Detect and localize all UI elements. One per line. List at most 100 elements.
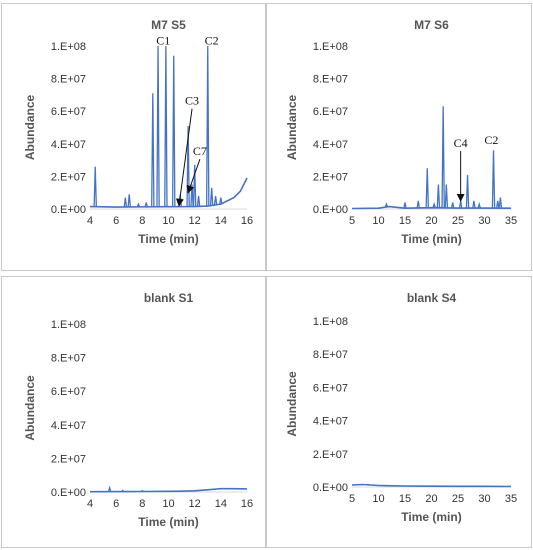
series-baseline — [89, 177, 248, 208]
y-tick-label: 8.E+07 — [313, 74, 348, 86]
chart-blank-s1: blank S1 Abundance Time (min) 0.E+00 2.E+07 4… — [23, 291, 253, 529]
x-tick-label: 35 — [505, 215, 517, 227]
y-axis-label: Abundance — [285, 95, 299, 161]
chromatogram-peak — [186, 125, 190, 207]
chromatogram-peak — [213, 195, 218, 205]
chart-title: M7 S6 — [414, 18, 449, 32]
x-tick-label: 16 — [241, 215, 253, 227]
x-tick-label: 25 — [452, 493, 464, 505]
series-baseline — [351, 205, 512, 210]
chromatogram-peak — [384, 202, 389, 208]
x-tick-label: 14 — [215, 215, 227, 227]
y-tick-label: 6.E+07 — [313, 106, 348, 118]
x-tick-label: 8 — [139, 215, 145, 227]
chromatogram-peak — [206, 45, 210, 207]
chromatogram-peak — [123, 197, 128, 208]
y-tick-label: 4.E+07 — [51, 420, 86, 432]
y-tick-label: 6.E+07 — [51, 106, 86, 118]
chromatogram-peak — [444, 184, 449, 208]
chromatogram-peak — [164, 45, 168, 207]
y-tick-label: 0.E+00 — [51, 487, 86, 499]
x-tick-label: 10 — [372, 493, 384, 505]
x-tick-label: 5 — [349, 215, 355, 227]
chromatogram-peak — [140, 489, 144, 493]
chromatogram-peak — [219, 197, 223, 205]
y-tick-label: 2.E+07 — [51, 453, 86, 465]
y-axis-label: Abundance — [23, 95, 37, 161]
chromatogram-peak — [127, 194, 131, 208]
chart-m7-s5: M7 S5 Abundance Time (min) 0.E+00 2.E+07 4.E+… — [23, 18, 253, 246]
x-tick-label: 5 — [349, 493, 355, 505]
peak-annotation: C3 — [185, 94, 199, 108]
chromatogram-peak — [491, 150, 496, 209]
chromatogram-peak — [151, 93, 155, 207]
peak-annotation: C7 — [193, 144, 207, 158]
chromatogram-peak — [472, 200, 476, 209]
chromatogram-peak — [477, 201, 481, 209]
chromatogram-peak — [144, 202, 148, 208]
x-tick-label: 20 — [425, 493, 437, 505]
chromatogram-peak — [93, 166, 97, 207]
chromatogram-peak — [458, 200, 463, 209]
x-tick-label: 6 — [113, 215, 119, 227]
chart-panel-m7-s6: M7 S6 Abundance Time (min) 0.E+00 2.E+07 4.E+… — [266, 3, 532, 271]
y-tick-label: 0.E+00 — [313, 482, 348, 494]
chromatogram-peak — [136, 202, 141, 208]
x-tick-label: 20 — [425, 215, 437, 227]
chart-m7-s6: M7 S6 Abundance Time (min) 0.E+00 2.E+07 4.E+… — [285, 18, 517, 246]
x-tick-label: 12 — [189, 498, 201, 510]
peak-annotation: C1 — [156, 33, 170, 47]
y-tick-label: 8.E+07 — [313, 349, 348, 361]
x-tick-label: 30 — [478, 493, 490, 505]
x-tick-label: 8 — [139, 498, 145, 510]
peak-annotation: C2 — [205, 33, 219, 47]
chromatogram-peak — [107, 485, 112, 492]
x-tick-label: 16 — [241, 498, 253, 510]
x-axis-label: Time (min) — [138, 232, 198, 246]
annotation-arrow — [186, 159, 201, 194]
x-tick-label: 15 — [399, 493, 411, 505]
chromatogram-peak — [171, 55, 176, 207]
y-tick-label: 8.E+07 — [51, 74, 86, 86]
chromatogram-peak — [121, 489, 125, 492]
x-tick-label: 30 — [478, 215, 490, 227]
y-tick-label: 2.E+07 — [313, 171, 348, 183]
chromatogram-peak — [190, 184, 194, 207]
chart-panel-m7-s5: M7 S5 Abundance Time (min) 0.E+00 2.E+07 4.E+… — [1, 3, 266, 271]
chart-title: blank S4 — [407, 291, 457, 305]
x-tick-label: 10 — [162, 215, 174, 227]
y-axis-label: Abundance — [23, 375, 37, 441]
y-axis-label: Abundance — [285, 371, 299, 437]
x-tick-label: 6 — [113, 498, 119, 510]
chart-panel-blank-s1: blank S1 Abundance Time (min) 0.E+00 2.E+07 4… — [1, 276, 266, 548]
chromatogram-peak — [432, 201, 436, 208]
y-tick-label: 2.E+07 — [313, 449, 348, 461]
series-baseline — [89, 487, 248, 493]
x-tick-label: 4 — [87, 215, 93, 227]
chromatogram-peak — [441, 106, 445, 208]
x-tick-label: 10 — [162, 498, 174, 510]
y-tick-label: 1.E+08 — [313, 41, 348, 53]
y-tick-label: 8.E+07 — [51, 353, 86, 365]
chromatogram-peak — [416, 200, 420, 209]
chromatogram-peak — [196, 195, 201, 207]
series-baseline — [351, 483, 512, 488]
chromatogram-peak — [450, 202, 455, 209]
chromatogram-peak — [403, 202, 407, 209]
x-tick-label: 25 — [452, 215, 464, 227]
y-tick-label: 4.E+07 — [313, 139, 348, 151]
y-tick-label: 6.E+07 — [313, 382, 348, 394]
x-axis-label: Time (min) — [138, 515, 198, 529]
peak-annotation: C2 — [484, 133, 498, 147]
peak-annotation: C4 — [454, 136, 468, 150]
y-tick-label: 6.E+07 — [51, 386, 86, 398]
chart-blank-s4: blank S4 Abundance Time (min) 0.E+00 2.E+07 4… — [285, 291, 517, 524]
y-tick-label: 0.E+00 — [51, 204, 86, 216]
chromatogram-peak — [436, 184, 441, 208]
chart-title: M7 S5 — [151, 18, 186, 32]
chromatogram-peak — [498, 197, 503, 209]
x-tick-label: 10 — [372, 215, 384, 227]
chart-panel-blank-s4: blank S4 Abundance Time (min) 0.E+00 2.E+07 4… — [266, 276, 532, 548]
x-axis-label: Time (min) — [401, 510, 461, 524]
y-tick-label: 1.E+08 — [51, 41, 86, 53]
